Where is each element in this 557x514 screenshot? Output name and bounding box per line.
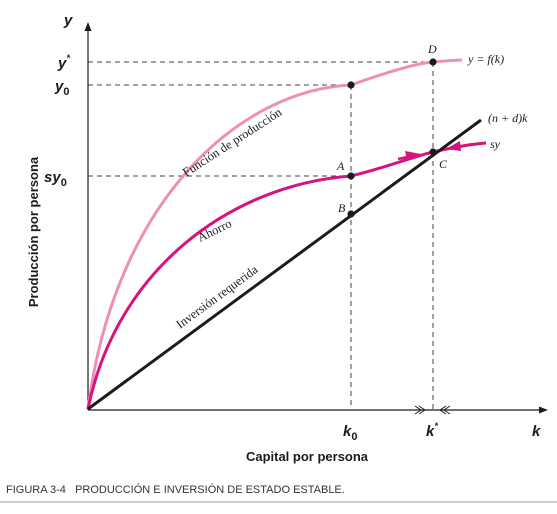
xaxis-arrow-right-icon <box>414 405 422 415</box>
xtick-k0-sub: 0 <box>351 431 357 443</box>
point-A-dot <box>347 172 355 180</box>
point-B-label: B <box>338 201 346 215</box>
point-y0-dot <box>347 81 355 89</box>
xtick-kstar-base: k <box>426 423 435 440</box>
x-axis-end-label: k <box>532 423 541 440</box>
arrow-right-shaft <box>397 154 413 161</box>
ytick-y0-base: y <box>54 78 64 95</box>
ytick-y0-sub: 0 <box>63 86 69 98</box>
point-B-dot <box>347 210 355 218</box>
figure-caption: FIGURA 3-4 PRODUCCIÓN E INVERSIÓN DE EST… <box>6 483 345 496</box>
series-saving-line <box>86 141 487 410</box>
series-investment-label: Inversión requerida <box>173 262 260 331</box>
arrow-left-icon <box>446 141 461 151</box>
x-axis-arrow-icon <box>539 406 548 414</box>
y-axis-arrow-icon <box>84 22 92 31</box>
series-output-line <box>86 58 463 410</box>
series-investment-line <box>87 118 482 411</box>
point-A-label: A <box>336 159 345 173</box>
xaxis-arrow-left-icon <box>443 405 451 415</box>
xtick-k0: k0 <box>343 423 357 443</box>
point-D-dot <box>429 58 437 66</box>
ytick-sy0: sy0 <box>44 169 67 189</box>
xaxis-arrow-left-icon-2 <box>439 405 447 415</box>
series-investment-end-label: (n + d)k <box>488 111 528 125</box>
ytick-ystar-sup: * <box>66 53 70 63</box>
xaxis-arrow-right-icon-2 <box>418 405 426 415</box>
series-output-end-label: y = f(k) <box>467 52 504 66</box>
point-C-label: C <box>439 157 448 171</box>
ytick-y0: y0 <box>54 78 69 98</box>
point-C-dot <box>429 148 437 156</box>
ytick-ystar-base: y <box>57 55 67 72</box>
arrow-left-shaft <box>455 142 475 149</box>
ytick-sy0-sub: 0 <box>61 177 67 189</box>
y-axis-end-label: y <box>63 12 73 29</box>
xtick-kstar-sup: * <box>434 421 438 431</box>
series-output-label: Función de producción <box>180 105 285 180</box>
xtick-kstar: k* <box>426 421 438 440</box>
ytick-ystar: y* <box>57 53 70 72</box>
y-axis-title: Producción por persona <box>26 156 41 307</box>
x-axis-title: Capital por persona <box>246 449 369 464</box>
point-D-label: D <box>427 42 437 56</box>
xtick-k0-base: k <box>343 423 352 440</box>
ytick-sy0-base: sy <box>44 169 61 186</box>
series-saving-end-label: sy <box>490 137 501 151</box>
